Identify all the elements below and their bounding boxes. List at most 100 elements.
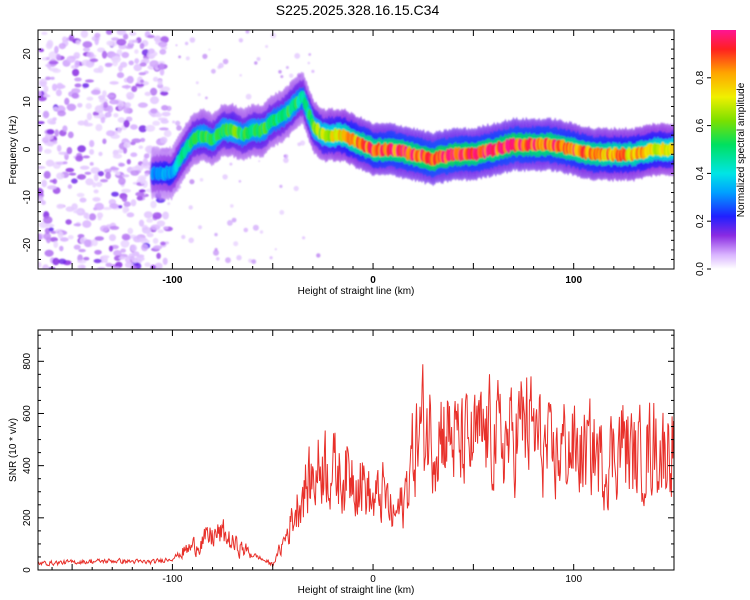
noise-speck — [89, 162, 94, 166]
noise-speck — [73, 244, 81, 250]
noise-speck — [202, 53, 208, 60]
noise-speck — [112, 153, 123, 159]
noise-speck — [157, 79, 163, 86]
noise-speck — [83, 256, 90, 261]
noise-speck — [74, 77, 82, 82]
noise-speck — [46, 39, 54, 48]
noise-speck — [111, 37, 120, 41]
noise-speck — [118, 256, 126, 260]
noise-speck — [109, 225, 120, 230]
colorbar-tick-label: 0.4 — [695, 166, 706, 180]
noise-speck — [116, 72, 125, 79]
colorbar-tick-label: 0.0 — [695, 262, 706, 276]
noise-speck — [245, 93, 252, 100]
noise-speck — [167, 202, 171, 206]
noise-speck — [53, 106, 59, 111]
noise-speck — [82, 220, 92, 228]
noise-speck — [100, 116, 106, 124]
noise-speck — [150, 96, 159, 105]
noise-speck — [147, 34, 155, 39]
noise-speck — [140, 79, 144, 83]
noise-speck — [56, 53, 61, 61]
noise-speck — [150, 87, 158, 96]
noise-speck — [126, 159, 131, 165]
noise-speck — [45, 159, 55, 167]
noise-speck — [91, 238, 98, 247]
noise-speck — [156, 252, 161, 259]
noise-speck — [160, 136, 168, 144]
noise-speck — [195, 81, 199, 85]
noise-speck — [279, 184, 283, 188]
noise-speck — [84, 171, 92, 175]
noise-speck — [133, 236, 143, 243]
noise-speck — [52, 83, 58, 92]
noise-speck — [93, 115, 104, 119]
noise-speck — [106, 40, 114, 46]
noise-speck — [216, 257, 220, 261]
noise-speck — [251, 259, 257, 264]
noise-speck — [77, 145, 86, 153]
snr-ytick-label: 800 — [22, 353, 33, 370]
snr-series-line — [38, 364, 674, 568]
snr-xtick-label: 100 — [565, 574, 582, 585]
noise-speck — [71, 178, 78, 184]
noise-speck — [82, 83, 90, 88]
noise-speck — [279, 210, 285, 215]
noise-speck — [96, 212, 104, 219]
noise-speck — [245, 30, 250, 34]
noise-speck — [77, 259, 87, 264]
noise-speck — [83, 239, 92, 248]
noise-speck — [73, 223, 82, 227]
noise-speck — [109, 203, 119, 209]
noise-speck — [44, 148, 52, 154]
noise-speck — [150, 264, 156, 269]
snr-ytick-label: 0 — [22, 567, 33, 573]
spectrogram-ylabel: Frequency (Hz) — [8, 116, 19, 185]
noise-speck — [91, 89, 101, 95]
noise-speck — [152, 212, 162, 220]
noise-speck — [44, 133, 54, 140]
noise-speck — [316, 253, 321, 258]
noise-speck — [188, 237, 194, 244]
noise-speck — [95, 124, 103, 132]
noise-speck — [157, 229, 164, 234]
noise-speck — [94, 249, 102, 255]
noise-speck — [259, 230, 264, 234]
noise-speck — [100, 179, 108, 183]
noise-speck — [127, 227, 134, 235]
noise-speck — [225, 257, 231, 264]
noise-speck — [120, 61, 128, 68]
noise-speck — [120, 248, 126, 253]
noise-speck — [74, 83, 82, 88]
noise-speck — [205, 96, 208, 100]
noise-speck — [176, 125, 182, 131]
noise-speck — [150, 108, 158, 114]
noise-speck — [188, 205, 193, 210]
noise-speck — [68, 34, 75, 42]
noise-speck — [130, 152, 138, 157]
noise-speck — [108, 245, 114, 252]
noise-speck — [93, 173, 99, 182]
noise-speck — [109, 234, 116, 242]
noise-speck — [57, 230, 64, 239]
noise-speck — [256, 57, 261, 61]
noise-speck — [86, 96, 94, 101]
spectrogram-ytick-label: 0 — [22, 146, 33, 152]
noise-speck — [159, 68, 165, 76]
noise-speck — [41, 31, 48, 35]
snr-xlabel: Height of straight line (km) — [298, 585, 415, 596]
noise-speck — [121, 188, 131, 193]
noise-speck — [118, 103, 123, 111]
noise-speck — [66, 55, 76, 63]
noise-speck — [44, 249, 54, 257]
noise-speck — [94, 37, 99, 46]
noise-speck — [134, 256, 145, 262]
noise-speck — [45, 76, 51, 81]
noise-speck — [131, 166, 141, 172]
noise-speck — [123, 201, 131, 207]
noise-speck — [77, 174, 86, 180]
noise-speck — [42, 110, 50, 119]
noise-speck — [294, 53, 301, 59]
noise-speck — [79, 197, 87, 203]
noise-speck — [116, 38, 127, 46]
